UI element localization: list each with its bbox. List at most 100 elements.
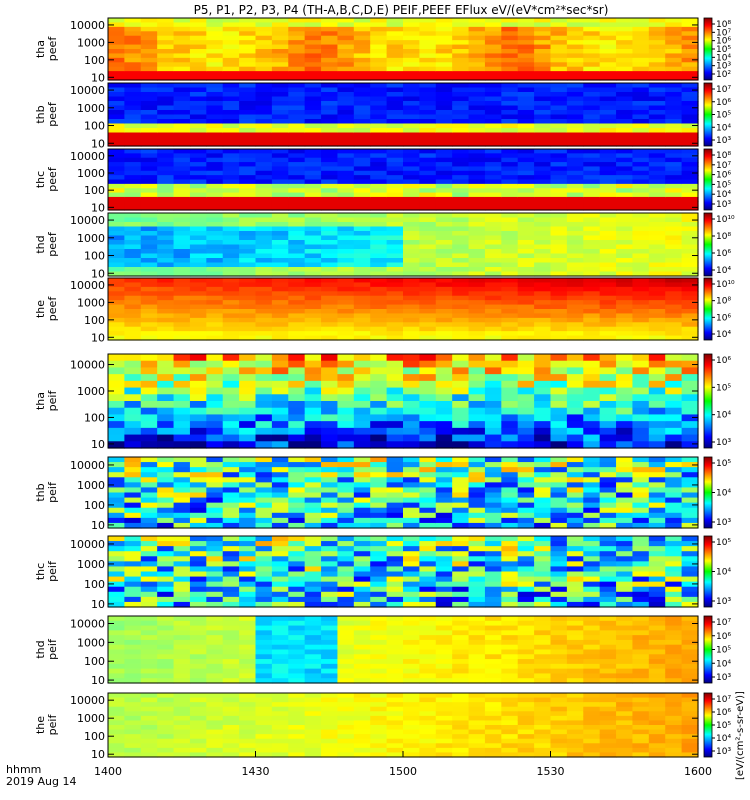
heatmap-cell (255, 601, 273, 608)
heatmap-cell (665, 53, 683, 59)
heatmap-cell (468, 394, 486, 402)
heatmap-cell (484, 188, 502, 194)
heatmap-cell (206, 743, 224, 749)
heatmap-cell (140, 678, 158, 684)
heatmap-cell (566, 166, 584, 172)
heatmap-cell (288, 213, 306, 219)
panel-ylabel-instrument: peef (46, 101, 59, 127)
heatmap-cell (403, 123, 420, 129)
heatmap-cell (403, 649, 420, 655)
heatmap-cell (189, 132, 207, 138)
heatmap-cell (271, 576, 289, 583)
heatmap-cell (157, 123, 175, 129)
heatmap-cell (173, 596, 191, 603)
heatmap-cell (468, 659, 486, 665)
heatmap-cell (386, 137, 404, 143)
heatmap-cell (222, 743, 240, 749)
heatmap-cell (403, 253, 420, 259)
heatmap-cell (665, 170, 683, 176)
heatmap-cell (222, 83, 240, 89)
heatmap-cell (337, 18, 355, 24)
heatmap-cell (583, 162, 601, 168)
heatmap-cell (484, 231, 502, 237)
heatmap-cell (534, 244, 552, 250)
heatmap-cell (501, 226, 519, 232)
heatmap-cell (255, 22, 273, 28)
heatmap-cell (222, 566, 240, 573)
heatmap-cell (206, 472, 224, 478)
heatmap-cell (583, 571, 601, 578)
heatmap-cell (665, 71, 683, 77)
heatmap-cell (108, 304, 125, 310)
heatmap-cell (403, 192, 420, 198)
heatmap-cell (353, 114, 371, 120)
heatmap-cell (648, 591, 666, 598)
heatmap-cell (157, 482, 175, 489)
heatmap-cell (189, 128, 207, 134)
heatmap-cell (419, 322, 437, 328)
heatmap-cell (321, 313, 339, 319)
heatmap-cell (665, 571, 683, 578)
heatmap-cell (108, 83, 125, 89)
heatmap-cell (222, 205, 240, 211)
heatmap-cell (173, 566, 191, 573)
heatmap-cell (419, 472, 437, 478)
heatmap-cell (403, 502, 420, 509)
heatmap-cell (321, 702, 339, 708)
heatmap-cell (386, 620, 404, 627)
heatmap-cell (353, 149, 371, 154)
heatmap-cell (648, 620, 666, 627)
heatmap-cell (435, 244, 453, 250)
heatmap-cell (435, 556, 453, 562)
heatmap-cell (517, 153, 535, 159)
heatmap-cell (534, 414, 552, 422)
heatmap-cell (321, 654, 339, 660)
heatmap-cell (353, 492, 371, 499)
heatmap-cell (337, 581, 355, 588)
heatmap-cell (189, 354, 207, 362)
heatmap-cell (206, 546, 224, 552)
heatmap-cell (468, 596, 486, 603)
heatmap-cell (681, 119, 699, 125)
heatmap-cell (501, 57, 519, 63)
heatmap-cell (157, 566, 175, 573)
heatmap-cell (550, 105, 568, 111)
heatmap-cell (271, 322, 289, 328)
heatmap-cell (403, 367, 420, 375)
heatmap-cell (435, 462, 453, 468)
heatmap-cell (321, 201, 339, 207)
heatmap-cell (566, 374, 584, 382)
heatmap-cell (517, 517, 535, 524)
heatmap-cell (403, 387, 420, 395)
heatmap-cell (206, 267, 224, 273)
heatmap-cell (370, 601, 388, 608)
heatmap-cell (239, 326, 257, 332)
heatmap-cell (468, 556, 486, 562)
heatmap-cell (599, 313, 617, 319)
heatmap-cell (386, 295, 404, 301)
heatmap-cell (484, 149, 502, 154)
heatmap-cell (157, 659, 175, 665)
heatmap-cell (321, 462, 339, 468)
heatmap-cell (321, 477, 339, 483)
heatmap-cell (403, 335, 420, 341)
heatmap-cell (648, 462, 666, 468)
heatmap-cell (632, 96, 650, 102)
heatmap-cell (599, 630, 617, 636)
heatmap-cell (550, 22, 568, 28)
heatmap-cell (271, 487, 289, 494)
heatmap-cell (517, 477, 535, 483)
heatmap-cell (419, 561, 437, 568)
heatmap-cell (124, 267, 142, 273)
heatmap-cell (288, 421, 306, 429)
heatmap-cell (239, 649, 257, 655)
heatmap-cell (632, 625, 650, 631)
heatmap-cell (108, 571, 125, 578)
heatmap-cell (222, 66, 240, 72)
heatmap-cell (386, 522, 404, 529)
heatmap-cell (189, 170, 207, 176)
heatmap-cell (419, 110, 437, 116)
heatmap-cell (632, 26, 650, 32)
heatmap-cell (648, 663, 666, 670)
heatmap-cell (648, 18, 666, 24)
